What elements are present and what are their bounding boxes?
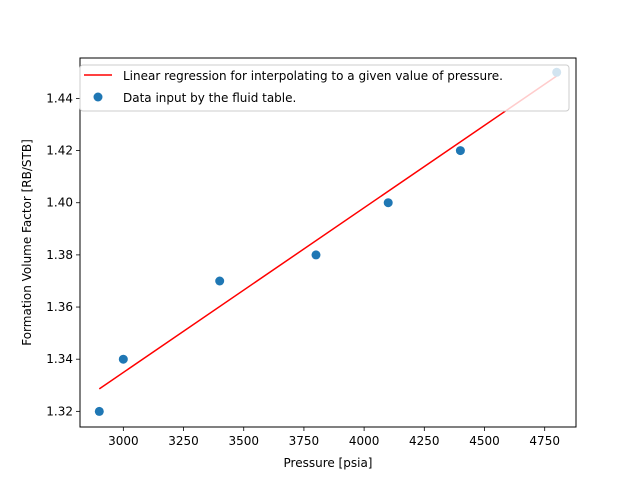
data-point <box>383 198 393 208</box>
legend-entry-regression: Linear regression for interpolating to a… <box>123 69 503 83</box>
x-tick-label: 3750 <box>289 434 320 448</box>
data-point <box>118 354 128 364</box>
data-point <box>311 250 321 260</box>
plot-area <box>94 67 562 416</box>
y-tick-label: 1.40 <box>46 196 73 210</box>
legend-box <box>79 64 570 112</box>
axes-frame <box>79 57 577 428</box>
y-tick-label: 1.44 <box>46 91 73 105</box>
x-tick-label: 4750 <box>529 434 560 448</box>
x-tick-label: 4250 <box>409 434 440 448</box>
y-tick-label: 1.42 <box>46 144 73 158</box>
x-tick-label: 3500 <box>228 434 259 448</box>
x-tick-label: 4500 <box>469 434 500 448</box>
y-tick-label: 1.38 <box>46 248 73 262</box>
x-tick-label: 3000 <box>108 434 139 448</box>
x-tick-label: 4000 <box>349 434 380 448</box>
x-tick-label: 3250 <box>168 434 199 448</box>
y-tick-label: 1.34 <box>46 352 73 366</box>
legend-marker-swatch <box>93 92 103 102</box>
x-axis-label: Pressure [psia] <box>284 456 373 470</box>
data-point <box>215 276 225 286</box>
y-axis-label: Formation Volume Factor [RB/STB] <box>20 139 34 346</box>
legend-entry-data: Data input by the fluid table. <box>123 91 296 105</box>
data-point <box>94 406 104 416</box>
data-point <box>455 146 465 156</box>
regression-line <box>98 75 558 390</box>
y-tick-label: 1.32 <box>46 404 73 418</box>
ticks: 3000 3250 3500 3750 4000 4250 4500 4750 1.32 1.34… <box>46 91 560 448</box>
legend: Linear regression for interpolating to a… <box>79 64 570 112</box>
y-tick-label: 1.36 <box>46 300 73 314</box>
